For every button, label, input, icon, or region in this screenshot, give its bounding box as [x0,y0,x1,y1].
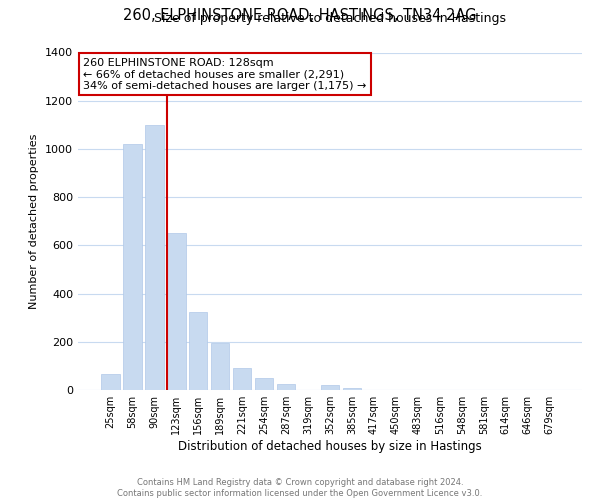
Text: 260, ELPHINSTONE ROAD, HASTINGS, TN34 2AG: 260, ELPHINSTONE ROAD, HASTINGS, TN34 2A… [123,8,477,22]
Bar [343,388,361,390]
Bar [277,384,295,390]
Y-axis label: Number of detached properties: Number of detached properties [29,134,40,309]
Bar [255,378,274,390]
Bar [123,144,142,390]
Bar [189,312,208,390]
Bar [145,125,164,390]
Bar [167,234,185,390]
Text: 260 ELPHINSTONE ROAD: 128sqm
← 66% of detached houses are smaller (2,291)
34% of: 260 ELPHINSTONE ROAD: 128sqm ← 66% of de… [83,58,367,91]
Bar [211,343,229,390]
Title: Size of property relative to detached houses in Hastings: Size of property relative to detached ho… [154,12,506,25]
Bar [233,368,251,390]
X-axis label: Distribution of detached houses by size in Hastings: Distribution of detached houses by size … [178,440,482,453]
Bar [320,385,340,390]
Text: Contains HM Land Registry data © Crown copyright and database right 2024.
Contai: Contains HM Land Registry data © Crown c… [118,478,482,498]
Bar [101,374,119,390]
